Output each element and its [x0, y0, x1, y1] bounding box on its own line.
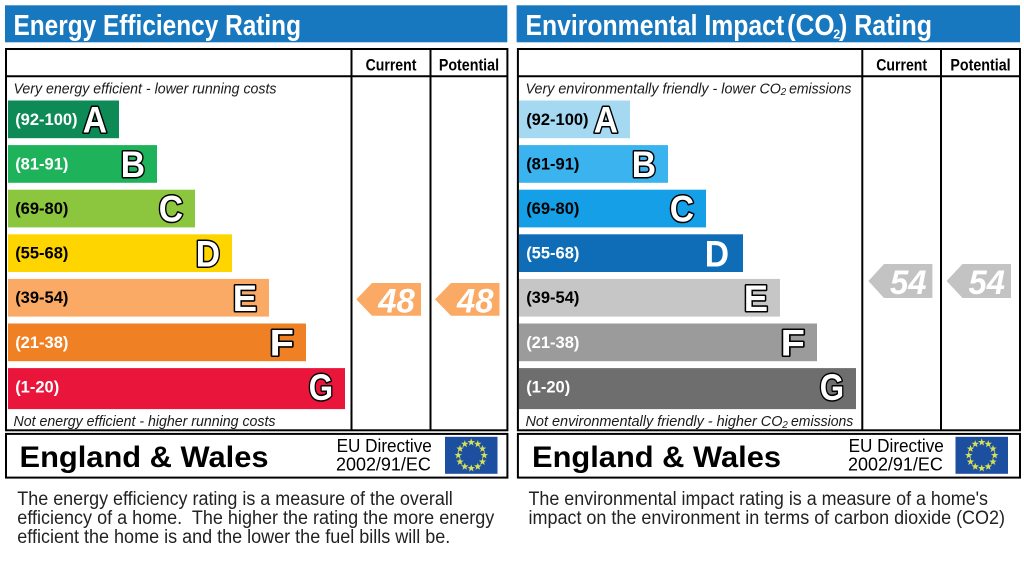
- svg-text:(69-80): (69-80): [15, 200, 68, 218]
- svg-text:Very energy efficient - lower: Very energy efficient - lower running co…: [14, 81, 278, 97]
- svg-text:(92-100): (92-100): [15, 111, 77, 129]
- svg-text:England & Wales: England & Wales: [532, 441, 781, 474]
- svg-text:Potential: Potential: [439, 57, 499, 75]
- svg-text:Energy Efficiency Rating: Energy Efficiency Rating: [14, 10, 302, 42]
- svg-text:F: F: [781, 322, 805, 364]
- svg-text:D: D: [196, 232, 220, 274]
- svg-text:G: G: [309, 366, 333, 408]
- svg-text:(92-100): (92-100): [526, 111, 588, 129]
- svg-text:(81-91): (81-91): [526, 155, 579, 173]
- svg-text:54: 54: [969, 264, 1006, 302]
- svg-text:(21-38): (21-38): [15, 334, 68, 352]
- svg-text:(21-38): (21-38): [526, 334, 579, 352]
- svg-text:D: D: [705, 232, 729, 274]
- svg-text:E: E: [233, 277, 257, 319]
- svg-text:54: 54: [890, 264, 927, 302]
- svg-text:Very environmentally friendly: Very environmentally friendly - lower CO: [526, 81, 782, 97]
- svg-text:(69-80): (69-80): [526, 200, 579, 218]
- svg-text:A: A: [594, 99, 618, 141]
- svg-text:The energy efficiency rating i: The energy efficiency rating is a measur…: [17, 489, 453, 510]
- svg-text:48: 48: [377, 283, 415, 321]
- svg-text:Not energy efficient - higher: Not energy efficient - higher running co…: [14, 414, 277, 430]
- svg-text:EU Directive: EU Directive: [849, 435, 944, 456]
- svg-text:(81-91): (81-91): [15, 155, 68, 173]
- svg-text:(55-68): (55-68): [526, 245, 579, 263]
- svg-text:Environmental Impact: Environmental Impact: [526, 10, 785, 42]
- svg-text:emissions: emissions: [791, 414, 854, 430]
- svg-text:) Rating: ) Rating: [839, 10, 932, 42]
- svg-text:B: B: [632, 143, 656, 185]
- svg-text:(CO: (CO: [787, 10, 835, 42]
- svg-text:(1-20): (1-20): [526, 378, 570, 396]
- svg-text:efficiency of a home. The hig: efficiency of a home. The higher the rat…: [17, 508, 494, 529]
- svg-text:(39-54): (39-54): [526, 289, 579, 307]
- svg-text:2: 2: [780, 87, 787, 98]
- svg-text:Potential: Potential: [950, 57, 1010, 75]
- svg-text:(1-20): (1-20): [15, 378, 59, 396]
- svg-text:2002/91/EC: 2002/91/EC: [336, 454, 431, 475]
- svg-text:emissions: emissions: [789, 81, 852, 97]
- svg-text:The environmental impact ratin: The environmental impact rating is a mea…: [529, 489, 989, 510]
- svg-text:B: B: [121, 143, 145, 185]
- svg-text:Not environmentally friendly -: Not environmentally friendly - higher CO: [526, 414, 784, 430]
- svg-text:(39-54): (39-54): [15, 289, 68, 307]
- svg-text:efficient the home is and the: efficient the home is and the lower the …: [17, 527, 450, 548]
- svg-text:F: F: [270, 322, 294, 364]
- svg-text:A: A: [83, 99, 107, 141]
- svg-text:E: E: [744, 277, 768, 319]
- svg-text:England & Wales: England & Wales: [20, 441, 269, 474]
- svg-text:G: G: [820, 366, 844, 408]
- svg-text:C: C: [670, 188, 694, 230]
- svg-text:48: 48: [456, 283, 494, 321]
- svg-text:2002/91/EC: 2002/91/EC: [848, 454, 943, 475]
- svg-text:(55-68): (55-68): [15, 245, 68, 263]
- svg-text:EU Directive: EU Directive: [337, 435, 432, 456]
- svg-text:Current: Current: [366, 57, 417, 75]
- svg-text:2: 2: [781, 420, 788, 431]
- svg-text:2: 2: [833, 28, 840, 42]
- svg-text:C: C: [159, 188, 183, 230]
- svg-text:impact on the environment in t: impact on the environment in terms of ca…: [529, 508, 1006, 529]
- svg-text:Current: Current: [876, 57, 927, 75]
